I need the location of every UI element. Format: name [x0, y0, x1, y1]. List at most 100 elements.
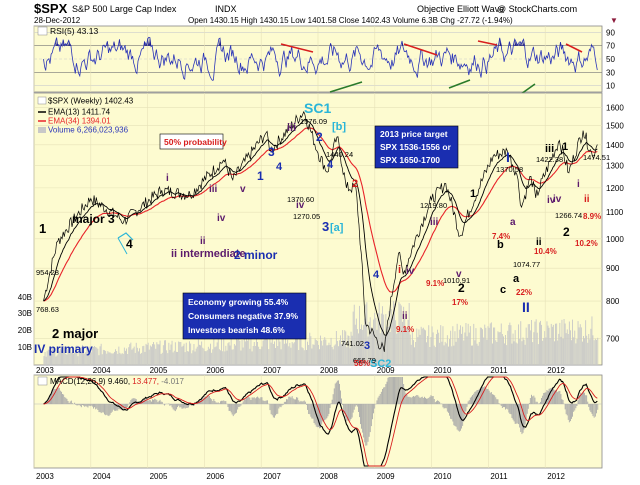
macd-hist-bar: [215, 402, 217, 404]
macd-hist-bar: [339, 383, 340, 404]
volume-bar: [87, 349, 89, 365]
macd-hist-bar: [189, 404, 190, 406]
macd-hist-bar: [106, 404, 108, 415]
macd-hist-bar: [128, 404, 130, 405]
down-arrow-icon: ▼: [610, 16, 618, 25]
volume-bar: [314, 338, 316, 365]
volume-bar: [559, 322, 561, 365]
macd-hist-bar: [54, 388, 56, 404]
macd-hist-bar: [359, 404, 360, 418]
macd-hist-bar: [177, 404, 178, 408]
macd-hist-bar: [286, 399, 287, 404]
macd-hist-bar: [415, 395, 417, 404]
macd-legend-hist: -4.017: [161, 377, 184, 386]
volume-bar: [122, 353, 124, 365]
macd-hist-bar: [482, 386, 483, 404]
volume-bar: [178, 341, 180, 365]
macd-hist-bar: [116, 404, 118, 411]
macd-hist-bar: [182, 404, 184, 409]
macd-hist-bar: [276, 404, 278, 415]
macd-hist-bar: [354, 404, 356, 407]
volume-bar: [488, 327, 490, 365]
volume-bar: [374, 312, 376, 365]
macd-hist-bar: [111, 404, 113, 412]
macd-hist-bar: [313, 404, 315, 423]
volume-bar: [306, 350, 307, 365]
volume-bar: [230, 337, 232, 365]
macd-hist-bar: [514, 404, 516, 424]
volume-bar: [515, 342, 517, 365]
macd-hist-bar: [221, 400, 222, 404]
volume-bar: [492, 343, 493, 365]
volume-bar: [555, 323, 556, 365]
macd-hist-bar: [285, 401, 286, 404]
volume-bar: [248, 336, 250, 365]
macd-hist-bar: [521, 404, 523, 435]
volume-bar: [388, 311, 390, 365]
macd-hist-bar: [158, 400, 160, 404]
pct-note: 22%: [516, 288, 532, 297]
x-tick: 2006: [206, 472, 224, 481]
copyright: @ StockCharts.com: [497, 4, 577, 14]
volume-bar: [160, 354, 162, 365]
volume-tick: 40B: [18, 293, 32, 302]
volume-bar: [130, 342, 132, 365]
macd-hist-bar: [533, 395, 535, 404]
volume-bar: [451, 346, 453, 365]
wave-label: [a]: [330, 222, 344, 234]
volume-bar: [190, 343, 192, 365]
macd-hist-bar: [550, 388, 552, 404]
macd-hist-bar: [190, 404, 192, 406]
macd-hist-bar: [238, 404, 240, 407]
macd-hist-bar: [431, 396, 433, 404]
macd-hist-bar: [436, 401, 437, 404]
rsi-grid: [33, 26, 602, 92]
volume-bar: [507, 330, 509, 365]
macd-hist-bar: [95, 404, 97, 410]
exchange: INDX: [215, 4, 237, 14]
volume-bar: [265, 338, 267, 365]
macd-hist-bar: [408, 396, 410, 404]
macd-hist-bar: [240, 404, 242, 406]
price-tick: 900: [606, 264, 620, 273]
macd-hist-bar: [450, 404, 452, 419]
volume-bar: [172, 352, 174, 365]
volume-bar: [63, 346, 65, 365]
volume-bar: [474, 340, 476, 365]
macd-hist-bar: [145, 398, 147, 404]
macd-hist-bar: [426, 398, 427, 404]
volume-bar: [182, 345, 184, 365]
macd-hist-bar: [479, 388, 481, 404]
macd-hist-bar: [583, 391, 584, 404]
macd-hist-bar: [164, 404, 165, 406]
macd-hist-bar: [157, 402, 159, 404]
volume-bar: [272, 344, 274, 365]
volume-bar: [533, 332, 535, 365]
volume-bar: [485, 327, 487, 365]
volume-bar: [525, 327, 527, 365]
legend-volume: Volume 6,266,023,936: [48, 126, 129, 135]
price-note: 1266.74: [555, 211, 582, 220]
volume-bar: [403, 306, 405, 365]
volume-bar: [157, 344, 159, 365]
macd-hist-bar: [565, 404, 567, 415]
volume-bar: [95, 347, 97, 365]
volume-bar: [211, 352, 213, 365]
volume-bar: [58, 351, 60, 365]
x-tick: 2007: [263, 472, 281, 481]
macd-hist-bar: [97, 404, 99, 410]
volume-bar: [513, 341, 515, 365]
wave-label: 4: [276, 161, 283, 173]
volume-bar: [285, 336, 286, 365]
volume-bar: [253, 342, 255, 365]
volume-bar: [566, 329, 568, 365]
volume-bar: [519, 338, 521, 365]
volume-bar: [244, 341, 246, 365]
volume-bar: [89, 349, 91, 365]
volume-bar: [55, 356, 57, 365]
macd-hist-bar: [429, 396, 431, 404]
macd-hist-bar: [464, 404, 466, 417]
volume-bar: [537, 344, 539, 365]
macd-hist-bar: [469, 397, 471, 404]
